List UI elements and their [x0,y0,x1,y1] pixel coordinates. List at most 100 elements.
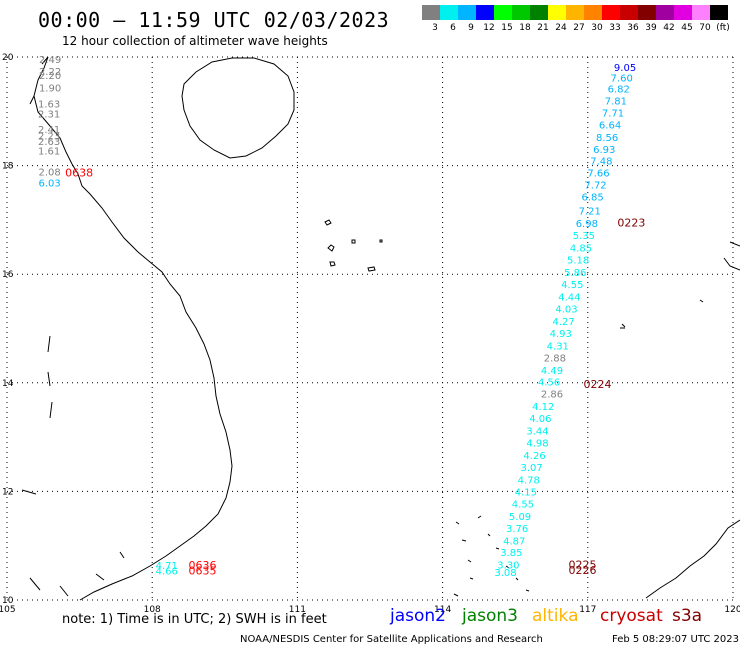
scale-label: 12 [483,23,495,33]
scale-swatch [458,5,476,20]
pass-time-label: 0225 [568,559,596,572]
latitude-tick-label: 12 [2,487,13,497]
scale-swatch [584,5,602,20]
coastline [21,56,740,601]
longitude-tick-label: 114 [434,605,451,615]
wave-height-label: 6.03 [38,178,60,189]
scale-swatch [476,5,494,20]
wave-height-label: 4.56 [538,378,560,389]
wave-height-label: 9.05 [614,63,636,74]
scale-label: 45 [681,23,693,33]
wave-height-label: 4.85 [570,244,592,255]
latitude-tick-label: 18 [2,162,14,172]
wave-height-label: 3.30 [497,561,519,572]
coastline-gulf-thailand-islands [21,335,125,597]
wave-height-label: 2.23 [38,132,60,143]
coastline-islands-paracel [324,219,383,272]
wave-height-observations: 2.492.222.201.90 1.632.31 2.412.232.631.61… [38,55,645,579]
wave-height-label: 5.09 [509,512,531,523]
scale-label: 6 [450,23,456,33]
wave-height-label: 7.60 [611,74,633,85]
axis-tick-labels: 105 108 111 114 117 120 20 18 16 14 12 10 [0,53,740,615]
wave-height-label: 5.86 [564,268,586,279]
wave-height-label: 5.18 [567,256,589,267]
scale-swatch [566,5,584,20]
longitude-tick-label: 111 [289,605,306,615]
wave-height-label: 3.85 [500,548,522,559]
latitude-tick-label: 16 [2,270,14,280]
wave-height-label: 4.26 [523,451,545,462]
wave-height-label: 1.61 [38,146,60,157]
scale-swatch [422,5,440,20]
wave-height-label: 2.31 [38,109,60,120]
wave-height-label: 4.27 [552,317,574,328]
scale-swatch [710,5,728,20]
wave-height-label: 7.81 [605,96,627,107]
scale-label: 15 [501,23,513,33]
coastline-hainan [181,57,295,159]
pass-time-label: 0224 [583,378,611,391]
coastline-vietnam-mainland [33,56,233,601]
scale-swatch [494,5,512,20]
wave-height-label: 2.63 [38,137,60,148]
wave-height-label: 7.21 [579,207,601,218]
wave-height-label: 3.07 [521,463,543,474]
scale-swatch [530,5,548,20]
scale-swatch [440,5,458,20]
scale-label: 70 [699,23,711,33]
pass-time-label: 0635 [189,565,217,578]
wave-height-label: 4.55 [512,499,534,510]
wave-height-label: 6.98 [576,219,598,230]
scale-label: 30 [591,23,603,33]
footer-timestamp: Feb 5 08:29:07 UTC 2023 [612,634,739,645]
satellite-s3a: s3a [672,606,703,626]
wave-height-label: 7.71 [602,108,624,119]
scale-swatch [620,5,638,20]
wave-height-label: 6.64 [599,120,621,131]
wave-height-label: 4.87 [503,536,525,547]
wave-height-label: 6.85 [582,193,604,204]
wave-height-label: 4.49 [541,366,563,377]
wave-height-label: 2.86 [541,390,563,401]
longitude-tick-label: 120 [724,605,740,615]
wave-height-label: 3.08 [494,568,516,579]
longitude-tick-label: 105 [0,605,16,615]
satellite-jason2: jason2 [390,606,446,626]
scale-swatch [674,5,692,20]
coastline-spratly-islands [453,515,530,597]
satellite-altika: altika [532,606,579,626]
page-title: 00:00 – 11:59 UTC 02/03/2023 [38,8,390,32]
scale-label: 36 [627,23,639,33]
scale-label: (ft) [716,23,730,33]
coastline-philippines-palawan [645,519,740,599]
longitude-tick-label: 108 [144,605,161,615]
graticule [6,56,734,601]
satellite-jason3: jason3 [462,606,518,626]
latitude-tick-label: 14 [2,379,14,389]
wave-height-label: 1.90 [39,83,61,94]
coastline-gulf-west [29,56,49,105]
wave-height-label: 2.20 [39,71,61,82]
pass-time-label: 0638 [65,167,93,180]
satellite-cryosat: cryosat [600,606,663,626]
wave-height-label: 4.98 [526,439,548,450]
wave-height-label: 2.49 [39,55,61,66]
wave-height-label: 4.71 [156,561,178,572]
wave-height-label: 4.66 [156,567,178,578]
pass-time-label: 0636 [189,559,217,572]
wave-height-label: 2.08 [38,168,60,179]
pass-time-label: 0223 [617,217,645,230]
scale-label: 39 [645,23,657,33]
wave-height-label: 4.12 [532,402,554,413]
footer-credit: NOAA/NESDIS Center for Satellite Applica… [240,634,543,645]
latitude-tick-label: 20 [2,53,14,63]
wave-height-label: 7.72 [584,181,606,192]
wave-height-label: 3.44 [526,427,548,438]
wave-height-label: 4.93 [550,329,572,340]
scale-swatch [512,5,530,20]
wave-height-label: 8.56 [596,133,618,144]
wave-height-label: 5.35 [573,231,595,242]
units-note: note: 1) Time is in UTC; 2) SWH is in fe… [62,612,327,627]
scale-swatch [548,5,566,20]
wave-height-label: 7.66 [587,169,609,180]
